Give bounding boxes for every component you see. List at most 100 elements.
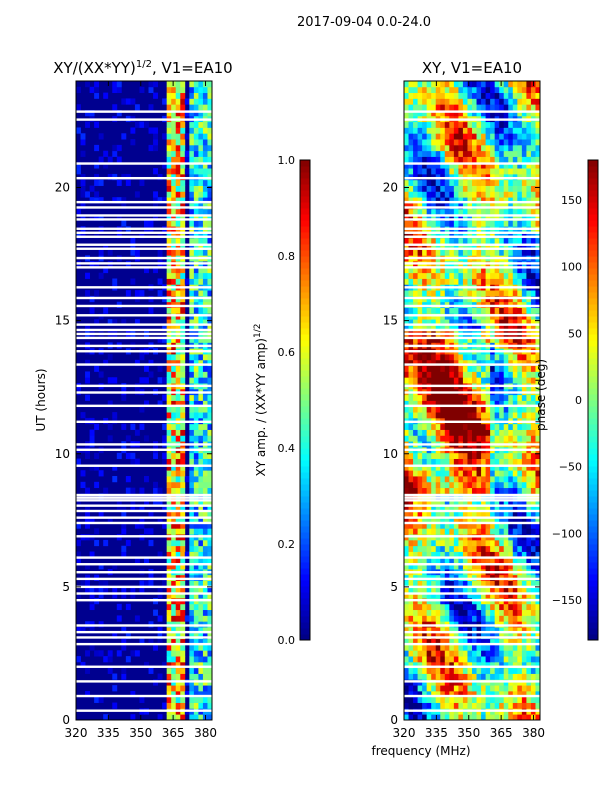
phase-heatmap-cell (467, 121, 473, 128)
amp-heatmap-cell (175, 150, 181, 157)
phase-heatmap-cell (526, 615, 532, 622)
amp-heatmap-cell (189, 162, 195, 169)
phase-heatmap-cell (526, 290, 532, 297)
phase-heatmap-cell (521, 150, 527, 157)
phase-heatmap-cell (508, 603, 514, 611)
amp-heatmap-cell (121, 98, 127, 105)
phase-heatmap-cell (472, 278, 477, 285)
amp-heatmap-cell (148, 580, 154, 587)
phase-heatmap-cell (490, 499, 496, 506)
amp-heatmap-cell (139, 638, 145, 645)
phase-heatmap-cell (499, 81, 505, 88)
amp-heatmap-cell (175, 359, 181, 367)
phase-heatmap-cell (458, 237, 464, 245)
amp-heatmap-cell (202, 110, 208, 117)
phase-heatmap-cell (503, 394, 509, 401)
amp-heatmap-cell (112, 464, 118, 471)
amp-heatmap-cell (180, 464, 186, 471)
phase-heatmap-cell (408, 359, 414, 367)
amp-heatmap-cell (207, 423, 213, 430)
phase-heatmap-cell (535, 702, 541, 709)
phase-heatmap-cell (449, 121, 455, 128)
phase-heatmap-cell (526, 127, 532, 134)
phase-heatmap-cell (417, 220, 423, 227)
phase-gap-line (404, 420, 540, 423)
phase-heatmap-cell (530, 522, 536, 529)
phase-heatmap-cell (521, 179, 527, 186)
phase-heatmap-cell (426, 539, 432, 547)
phase-heatmap-cell (413, 603, 418, 611)
phase-heatmap-cell (449, 249, 455, 256)
phase-heatmap-cell (494, 592, 500, 599)
amp-heatmap-cell (144, 435, 149, 442)
phase-heatmap-cell (508, 197, 514, 204)
phase-heatmap-cell (453, 476, 459, 483)
phase-heatmap-cell (458, 371, 464, 378)
amp-heatmap-cell (166, 324, 172, 332)
phase-heatmap-cell (535, 179, 541, 186)
amp-heatmap-cell (198, 197, 204, 204)
phase-heatmap-cell (408, 243, 414, 250)
phase-heatmap-cell (449, 394, 455, 401)
amp-heatmap-cell (175, 144, 181, 152)
phase-heatmap-cell (404, 667, 409, 674)
phase-heatmap-cell (413, 638, 418, 645)
phase-heatmap-cell (404, 714, 409, 721)
phase-heatmap-cell (435, 615, 441, 622)
phase-heatmap-cell (404, 197, 409, 204)
amp-heatmap-cell (207, 714, 213, 721)
phase-heatmap-cell (472, 249, 477, 256)
phase-heatmap-cell (417, 476, 423, 483)
phase-heatmap-cell (444, 673, 450, 680)
amp-heatmap-cell (125, 98, 131, 105)
phase-heatmap-cell (499, 92, 505, 99)
phase-heatmap-cell (499, 243, 505, 250)
amp-heatmap-cell (193, 86, 199, 94)
phase-heatmap-cell (404, 638, 409, 645)
amp-heatmap-cell (207, 510, 213, 518)
amp-colorbar-step (300, 208, 310, 215)
amp-colorbar-step (300, 352, 310, 359)
phase-heatmap-cell (472, 127, 477, 134)
amp-heatmap-cell (171, 377, 177, 384)
amp-colorbar-step (300, 406, 310, 413)
amp-heatmap-cell (180, 458, 186, 465)
phase-heatmap-cell (440, 499, 446, 506)
phase-heatmap-cell (517, 179, 523, 186)
phase-heatmap-cell (512, 237, 518, 245)
phase-heatmap-cell (494, 545, 500, 552)
phase-heatmap-cell (472, 429, 477, 436)
amp-heatmap-cell (207, 661, 213, 669)
amp-heatmap-cell (193, 365, 199, 372)
phase-heatmap-cell (526, 324, 532, 332)
phase-heatmap-cell (512, 714, 518, 721)
phase-heatmap-cell (458, 92, 464, 99)
amp-heatmap-cell (193, 545, 199, 552)
phase-heatmap-cell (499, 156, 505, 163)
phase-heatmap-cell (422, 661, 428, 669)
phase-heatmap-cell (481, 365, 486, 372)
amp-heatmap-cell (202, 476, 208, 483)
phase-heatmap-cell (422, 208, 428, 216)
phase-heatmap-cell (408, 528, 414, 535)
phase-heatmap-cell (472, 191, 477, 198)
phase-heatmap-cell (449, 144, 455, 152)
phase-heatmap-cell (481, 354, 486, 361)
phase-heatmap-cell (453, 272, 459, 279)
phase-heatmap-cell (444, 615, 450, 622)
phase-heatmap-cell (408, 452, 414, 459)
phase-heatmap-cell (526, 168, 532, 175)
amp-heatmap-cell (175, 162, 181, 169)
phase-heatmap-cell (404, 586, 409, 593)
phase-heatmap-cell (476, 110, 482, 117)
phase-heatmap-cell (458, 232, 464, 239)
amp-heatmap-cell (98, 371, 104, 378)
amp-heatmap-cell (171, 144, 177, 152)
amp-heatmap-cell (153, 266, 158, 274)
phase-heatmap-cell (404, 435, 409, 442)
phase-heatmap-cell (417, 580, 423, 587)
amp-heatmap-cell (180, 476, 186, 483)
phase-heatmap-cell (526, 487, 532, 494)
phase-heatmap-cell (408, 208, 414, 216)
phase-heatmap-cell (449, 563, 455, 570)
